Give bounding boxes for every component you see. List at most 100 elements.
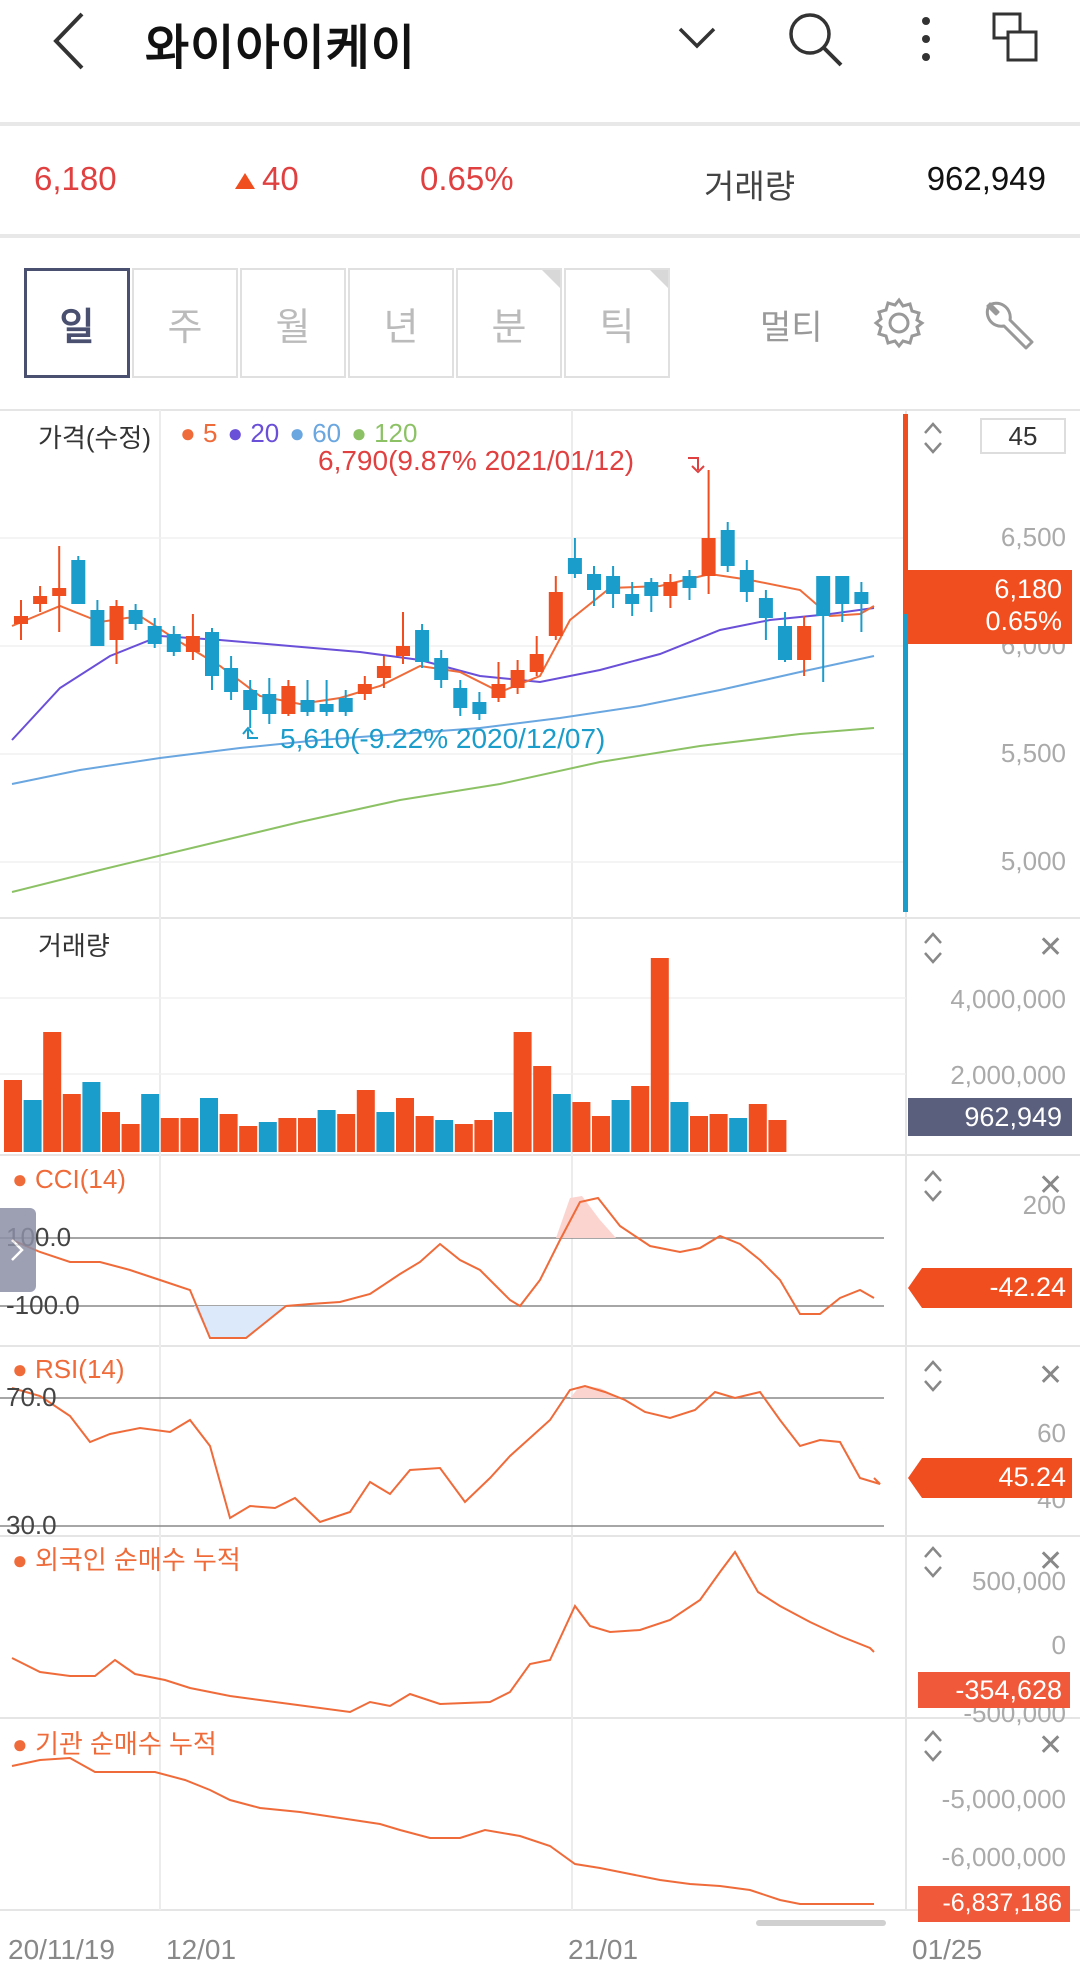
rsi-axis-tick: 60 xyxy=(1037,1418,1066,1448)
chevron-down-icon[interactable] xyxy=(678,26,716,50)
candle-body xyxy=(739,570,754,592)
cci-line xyxy=(11,1196,875,1339)
volume-label: 거래량 xyxy=(704,168,796,205)
candle-body xyxy=(548,592,563,636)
resize-updown-icon[interactable] xyxy=(922,420,944,456)
foreign-axis-tick: 0 xyxy=(1051,1630,1066,1660)
institution-panel-title: ● 기관 순매수 누적 xyxy=(12,1729,217,1759)
candle-body xyxy=(33,596,48,604)
volume-bar xyxy=(513,1032,532,1152)
volume-axis-tick: 4,000,000 xyxy=(950,984,1066,1014)
close-icon[interactable]: ✕ xyxy=(1038,1729,1064,1762)
legend-label: 5 xyxy=(202,418,218,448)
gear-icon[interactable] xyxy=(872,296,926,350)
tab-label: 틱 xyxy=(599,306,635,349)
tab-label: 분 xyxy=(491,306,527,349)
volume-bar xyxy=(709,1114,728,1152)
legend-ma120: ● 120 xyxy=(351,418,418,448)
price-axis-tick: 5,000 xyxy=(1000,846,1066,876)
candle-body xyxy=(396,646,410,656)
volume-bar xyxy=(160,1118,179,1152)
candle-body xyxy=(281,686,296,714)
tab-day[interactable]: 일 xyxy=(24,268,130,378)
candle-body xyxy=(472,702,487,714)
tab-tick[interactable]: 틱 xyxy=(564,268,670,378)
tab-month[interactable]: 월 xyxy=(240,268,346,378)
window-switch-icon[interactable] xyxy=(990,10,1048,68)
volume-value: 962,949 xyxy=(926,160,1046,197)
candle-body xyxy=(835,576,850,604)
cci-panel-title: ● CCI(14) xyxy=(12,1164,126,1194)
back-icon[interactable] xyxy=(48,10,88,72)
candle-body xyxy=(71,560,86,604)
candle-body xyxy=(224,668,239,692)
price-axis-tick: 6,500 xyxy=(1000,522,1066,552)
close-icon[interactable]: ✕ xyxy=(1038,1545,1064,1578)
resize-updown-icon[interactable] xyxy=(922,1168,944,1204)
price-axis-tick: 5,500 xyxy=(1000,738,1066,768)
candle-body xyxy=(415,630,430,662)
institution-value-tag: -6,837,186 xyxy=(918,1886,1070,1922)
price-panel-title: 가격(수정) xyxy=(38,423,151,453)
volume-bar xyxy=(670,1102,689,1152)
volume-bar xyxy=(317,1110,336,1152)
resize-updown-icon[interactable] xyxy=(922,1728,944,1764)
multi-button[interactable]: 멀티 xyxy=(760,309,823,347)
candle-body xyxy=(778,626,792,660)
candle-body xyxy=(625,594,640,604)
rsi-line xyxy=(11,1384,881,1524)
resize-updown-icon[interactable] xyxy=(922,930,944,966)
institution-axis-tick: -5,000,000 xyxy=(941,1784,1066,1814)
ma60-line xyxy=(11,655,875,785)
candle-body xyxy=(758,598,773,618)
tab-minute[interactable]: 분 xyxy=(456,268,562,378)
volume-bar xyxy=(376,1112,395,1152)
cci-overbought-fill xyxy=(556,1196,616,1238)
foreign-value: -354,628 xyxy=(955,1675,1062,1705)
volume-bar xyxy=(552,1094,571,1152)
institution-title-text: 기관 순매수 누적 xyxy=(34,1729,217,1759)
volume-bar xyxy=(258,1122,277,1152)
candle-count-box[interactable]: 45 xyxy=(980,418,1066,454)
x-axis-label: 01/25 xyxy=(912,1934,983,1965)
tab-year[interactable]: 년 xyxy=(348,268,454,378)
volume-bar xyxy=(572,1102,591,1152)
candle-body xyxy=(338,698,353,712)
volume-tag-value: 962,949 xyxy=(964,1102,1062,1132)
search-icon[interactable] xyxy=(788,12,844,68)
tab-corner-marker xyxy=(650,270,668,288)
resize-updown-icon[interactable] xyxy=(922,1544,944,1580)
candle-body xyxy=(166,634,181,652)
candle-body xyxy=(147,626,162,644)
foreign-value-tag: -354,628 xyxy=(918,1672,1070,1708)
foreign-axis-tick: 500,000 xyxy=(972,1566,1066,1596)
candle-body xyxy=(854,592,869,604)
price-tag-percent: 0.65% xyxy=(985,606,1062,636)
volume-bar xyxy=(533,1066,552,1152)
volume-bar xyxy=(415,1116,434,1152)
rsi-line-70-label: 70.0 xyxy=(6,1382,57,1412)
more-vertical-icon[interactable] xyxy=(916,14,936,64)
candle-body xyxy=(434,658,449,680)
volume-bar xyxy=(121,1124,140,1152)
candle-body xyxy=(319,704,334,712)
candle-body xyxy=(376,666,391,678)
close-icon[interactable]: ✕ xyxy=(1038,1359,1064,1392)
candle-body xyxy=(720,530,735,566)
resize-updown-icon[interactable] xyxy=(922,1358,944,1394)
chart-area[interactable]: 6,790(9.87% 2021/01/12) 5,610(-9.22% 202… xyxy=(0,408,1080,1981)
rsi-value: 45.24 xyxy=(998,1462,1066,1492)
close-icon[interactable]: ✕ xyxy=(1038,931,1064,964)
tab-label: 년 xyxy=(383,306,419,349)
institution-axis-tick: -6,000,000 xyxy=(941,1842,1066,1872)
close-icon[interactable]: ✕ xyxy=(1038,1169,1064,1202)
candle-body xyxy=(587,574,601,590)
cci-value-tag xyxy=(908,1268,1072,1308)
volume-bar xyxy=(239,1126,258,1152)
side-drawer-handle[interactable] xyxy=(0,1208,36,1292)
change-percent: 0.65% xyxy=(420,160,514,197)
volume-bar xyxy=(102,1112,120,1152)
volume-bar xyxy=(43,1032,62,1152)
tab-week[interactable]: 주 xyxy=(132,268,238,378)
wrench-icon[interactable] xyxy=(980,296,1038,354)
